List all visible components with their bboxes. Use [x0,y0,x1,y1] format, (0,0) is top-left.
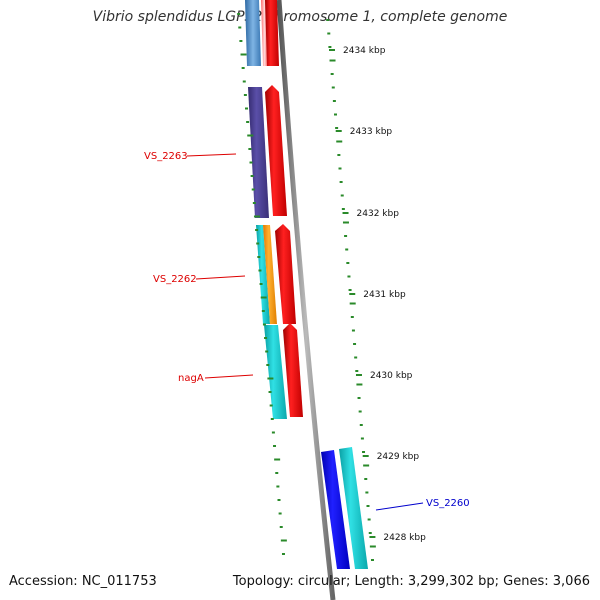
gene-VS_2260-block [339,447,368,569]
scale-label: 2432 kbp [357,209,400,219]
scale-label: 2433 kbp [350,127,393,137]
scale-label: 2430 kbp [370,371,413,381]
scale-label: 2428 kbp [383,533,426,543]
gene-arrow-red-2 [275,224,296,324]
gene-nagA-block [264,325,287,419]
gene-VS_2262-block [256,225,270,324]
scale-label: 2434 kbp [343,46,386,56]
gene-block-steel [245,0,261,66]
scale-labels: 2434 kbp 2433 kbp 2432 kbp 2431 kbp 2430 kbp… [329,46,426,543]
leader-line-nagA [204,374,254,379]
gene-label-nagA[interactable]: nagA [178,373,204,384]
chromosome-backbone [276,0,336,600]
scale-label: 2429 kbp [377,452,420,462]
gene-features [245,0,368,569]
accession-text: Accession: NC_011753 [9,574,157,589]
tick-marks [237,13,376,561]
gene-label-VS_2263[interactable]: VS_2263 [144,151,188,162]
gene-block-red [265,0,279,66]
gene-VS_2263-block [248,87,269,218]
gene-block-orange [263,225,277,324]
leader-line-VS_2260 [375,502,424,511]
gene-arrow-red-1 [265,85,287,216]
scale-label: 2431 kbp [363,290,406,300]
gene-label-VS_2260[interactable]: VS_2260 [426,498,470,509]
gene-arrow-red-3 [283,323,303,417]
leader-line-VS_2262 [195,275,246,280]
gene-label-group: VS_2263 VS_2262 nagA VS_2260 [144,151,470,511]
leader-line-VS_2263 [186,153,237,157]
topology-text: Topology: circular; Length: 3,299,302 bp… [232,574,590,589]
gene-label-VS_2262[interactable]: VS_2262 [153,274,197,285]
map-title: Vibrio splendidus LGP32 chromosome 1, co… [92,9,508,25]
gene-block-blue [321,450,350,569]
